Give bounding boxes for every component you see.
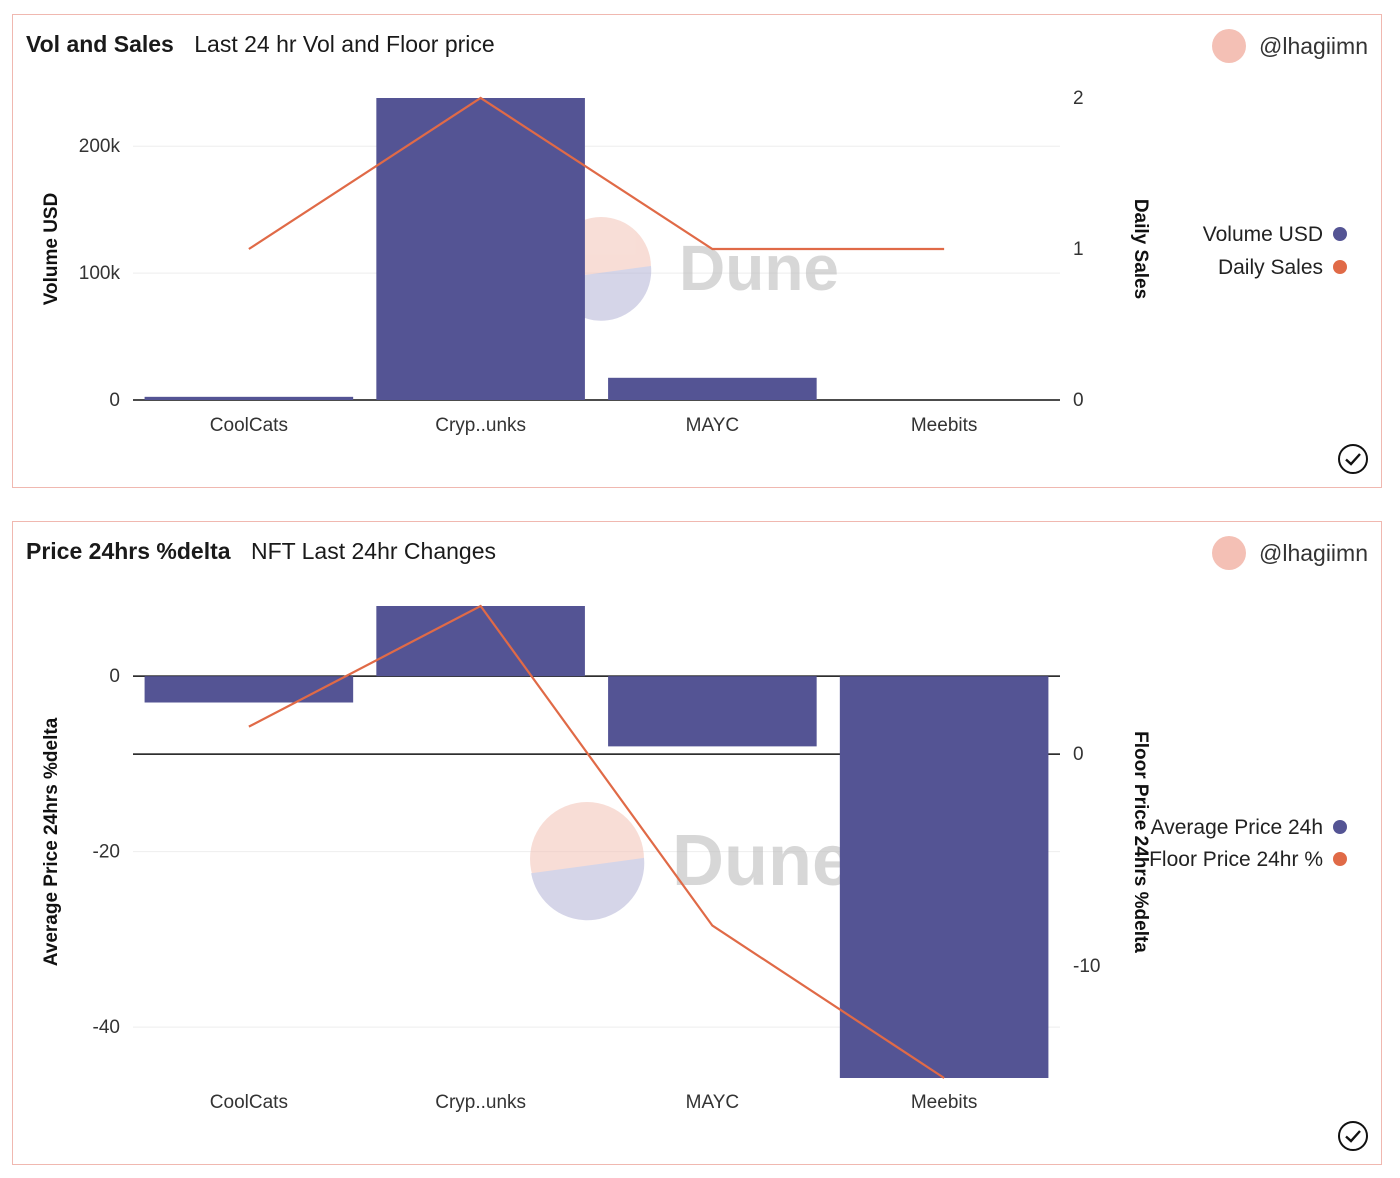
avatar — [1211, 29, 1246, 63]
y-axis-label: Average Price 24hrs %delta — [41, 717, 62, 966]
bar-cryp-unks — [376, 606, 585, 677]
author-name: @lhagiimn — [1258, 32, 1368, 59]
y2-axis-label: Daily Sales — [1130, 199, 1151, 299]
bar-meebits — [839, 676, 1049, 1078]
x-tick-label: CoolCats — [210, 1092, 288, 1113]
line-daily-sales — [248, 96, 945, 251]
avatar — [1211, 536, 1246, 570]
y2-tick-label: 0 — [1073, 390, 1084, 411]
chart-title-row: Vol and Sales Last 24 hr Vol and Floor p… — [26, 31, 495, 58]
legend-dot — [1333, 820, 1347, 834]
y2-tick-label: -10 — [1073, 956, 1100, 977]
author-name: @lhagiimn — [1258, 539, 1368, 566]
line-floor-price-24hr- — [248, 604, 945, 1079]
check-circle-icon[interactable] — [1337, 443, 1369, 475]
x-tick-label: MAYC — [686, 1092, 739, 1113]
y-tick-label: 200k — [79, 136, 121, 157]
y2-tick-label: 2 — [1073, 88, 1084, 109]
bar-cryp-unks — [376, 98, 585, 400]
dune-logo-half — [531, 857, 645, 921]
legend-dot — [1333, 227, 1347, 241]
bar-mayc — [608, 377, 817, 400]
bar-mayc — [608, 676, 817, 747]
x-tick-label: Meebits — [911, 1092, 978, 1113]
x-tick-label: CoolCats — [210, 415, 288, 436]
author-link[interactable]: @lhagiimn — [1211, 536, 1368, 570]
x-tick-label: Meebits — [911, 415, 978, 436]
chart-panel-price-delta: Price 24hrs %delta NFT Last 24hr Changes… — [12, 521, 1382, 1165]
price-delta-chart: 0 -20 -40 0 -10 Dune CoolCats Cryp..unks MAYC Mee… — [41, 604, 1347, 1113]
chart-subtitle: NFT Last 24hr Changes — [250, 538, 496, 564]
chart-title: Price 24hrs %delta — [26, 538, 231, 564]
legend-label: Volume USD — [1203, 223, 1323, 246]
dune-watermark: Dune — [530, 802, 852, 921]
vol-sales-chart: 0 100k 200k 0 1 2 Dune CoolCats Cryp..unks MAYC Me… — [41, 88, 1347, 436]
bar-coolcats — [144, 396, 354, 400]
chart-subtitle: Last 24 hr Vol and Floor price — [194, 31, 495, 57]
y2-tick-label: 0 — [1073, 744, 1084, 765]
check-circle-icon[interactable] — [1337, 1120, 1369, 1152]
y-tick-label: 100k — [79, 263, 121, 284]
y-tick-label: 0 — [109, 390, 120, 411]
legend-label: Floor Price 24hr % — [1149, 848, 1323, 871]
chart-panel-vol-sales: Vol and Sales Last 24 hr Vol and Floor p… — [12, 14, 1382, 488]
legend-label: Average Price 24h — [1151, 816, 1323, 839]
chart-title: Vol and Sales — [26, 31, 174, 57]
x-tick-label: Cryp..unks — [435, 1092, 526, 1113]
x-tick-label: Cryp..unks — [435, 415, 526, 436]
dune-watermark: Dune — [551, 217, 839, 321]
legend-label: Daily Sales — [1218, 256, 1323, 279]
legend-dot — [1333, 260, 1347, 274]
y2-axis-label: Floor Price 24hrs %delta — [1130, 731, 1151, 953]
dune-watermark-text: Dune — [672, 821, 852, 901]
x-tick-label: MAYC — [686, 415, 739, 436]
y-tick-label: -40 — [93, 1017, 120, 1038]
y2-tick-label: 1 — [1073, 239, 1084, 260]
chart-title-row: Price 24hrs %delta NFT Last 24hr Changes — [26, 538, 496, 565]
legend-dot — [1333, 852, 1347, 866]
y-tick-label: 0 — [109, 666, 120, 687]
y-axis-label: Volume USD — [41, 193, 62, 306]
y-tick-label: -20 — [93, 842, 120, 863]
author-link[interactable]: @lhagiimn — [1211, 29, 1368, 63]
